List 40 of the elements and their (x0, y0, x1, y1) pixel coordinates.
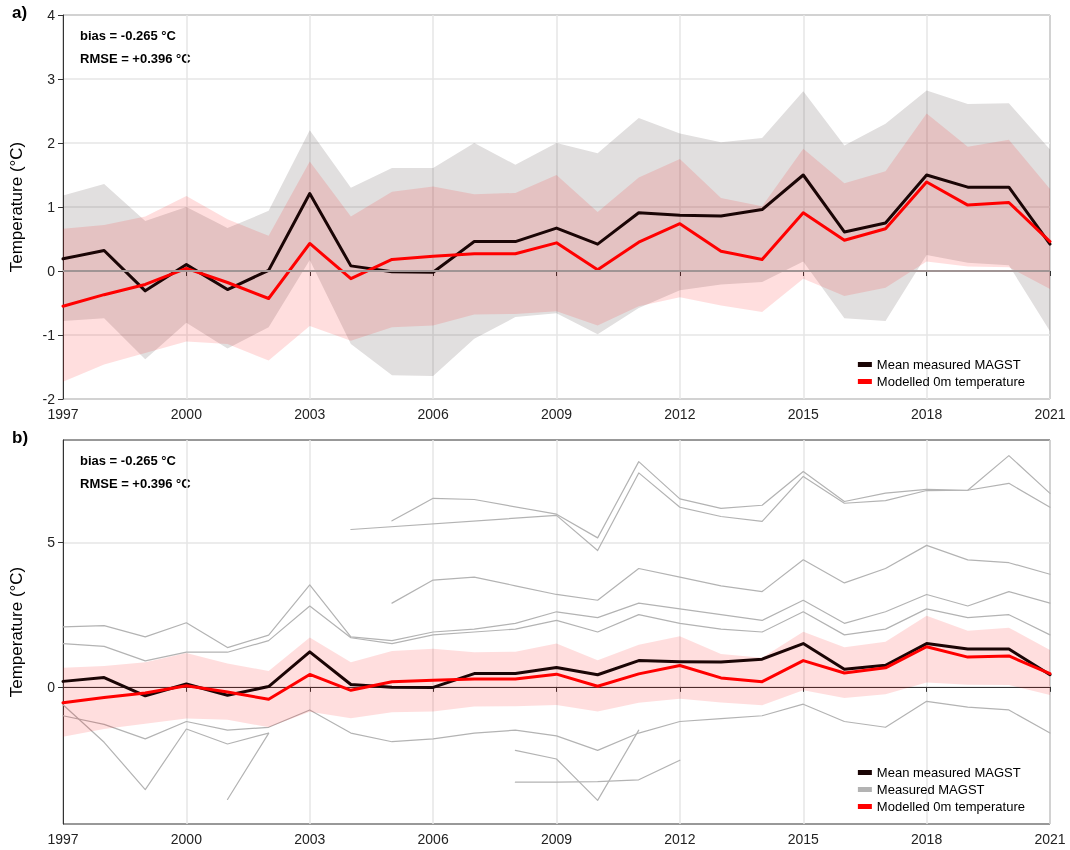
y-tick-label: 3 (47, 71, 56, 87)
y-axis-title: Temperature (°C) (7, 566, 26, 698)
x-tick-label: 2021 (1034, 406, 1066, 422)
legend-label: Modelled 0m temperature (876, 374, 1026, 389)
chart-title: a) (12, 3, 28, 22)
x-tick-label: 2012 (664, 406, 696, 422)
annotation: RMSE = +0.396 °C (80, 476, 192, 491)
x-tick-label: 2012 (664, 831, 696, 847)
y-tick-label: 1 (47, 199, 56, 215)
x-tick-label: 2003 (294, 406, 326, 422)
y-tick-label: -2 (42, 391, 56, 407)
legend-label: Measured MAGST (876, 782, 985, 797)
legend-label: Mean measured MAGST (876, 357, 1021, 372)
x-tick-label: 2015 (787, 406, 820, 422)
x-tick-label: 2009 (540, 831, 573, 847)
y-tick-label: 4 (47, 7, 56, 23)
x-tick-label: 2000 (170, 831, 203, 847)
x-tick-label: 2015 (787, 831, 820, 847)
x-tick-label: 2000 (170, 406, 203, 422)
y-axis-title: Temperature (°C) (7, 141, 26, 273)
x-tick-label: 2006 (417, 831, 449, 847)
x-tick-label: 2006 (417, 406, 449, 422)
annotation: RMSE = +0.396 °C (80, 51, 192, 66)
y-tick-label: 2 (47, 135, 56, 151)
legend-label: Mean measured MAGST (876, 765, 1021, 780)
y-tick-label: -1 (42, 327, 56, 343)
annotation: bias = -0.265 °C (80, 453, 177, 468)
x-tick-label: 2009 (540, 406, 573, 422)
legend-label: Modelled 0m temperature (876, 799, 1026, 814)
x-tick-label: 2021 (1034, 831, 1066, 847)
y-tick-label: 0 (47, 678, 56, 695)
x-tick-label: 1997 (47, 831, 79, 847)
x-tick-label: 2003 (294, 831, 326, 847)
x-tick-label: 2018 (911, 831, 943, 847)
annotation: bias = -0.265 °C (80, 28, 177, 43)
x-tick-label: 1997 (47, 406, 79, 422)
y-tick-label: 5 (47, 534, 56, 551)
x-tick-label: 2018 (911, 406, 943, 422)
chart-title: b) (12, 428, 29, 447)
y-tick-label: 0 (47, 263, 56, 279)
